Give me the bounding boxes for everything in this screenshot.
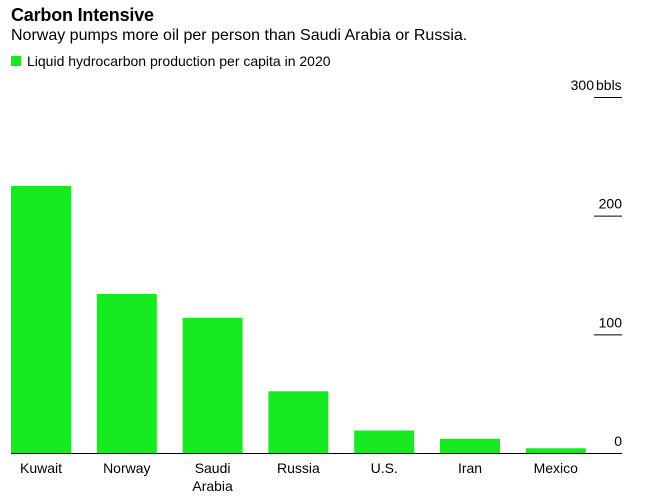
legend-swatch bbox=[11, 56, 21, 66]
legend: Liquid hydrocarbon production per capita… bbox=[11, 53, 331, 69]
chart-subtitle: Norway pumps more oil per person than Sa… bbox=[11, 27, 468, 44]
bar-kuwait bbox=[11, 186, 71, 453]
x-tick-label-saudi-arabia-line-2: Arabia bbox=[192, 478, 233, 494]
y-unit-label: bbls bbox=[596, 77, 622, 93]
y-tick-label-300: 300 bbox=[571, 77, 595, 93]
y-tick-label-0: 0 bbox=[614, 433, 622, 449]
chart-title: Carbon Intensive bbox=[11, 5, 154, 25]
x-tick-label-u-s-: U.S. bbox=[371, 460, 398, 476]
x-tick-label-saudi-arabia-line-1: Saudi bbox=[195, 460, 231, 476]
x-tick-label-mexico: Mexico bbox=[534, 460, 579, 476]
x-tick-label-norway: Norway bbox=[103, 460, 150, 476]
bar-saudi-arabia bbox=[182, 317, 243, 453]
x-tick-label-iran: Iran bbox=[458, 460, 482, 476]
legend-label: Liquid hydrocarbon production per capita… bbox=[27, 53, 331, 69]
bar-u-s- bbox=[354, 430, 415, 453]
bar-russia bbox=[268, 391, 329, 453]
bar-norway bbox=[96, 293, 157, 453]
y-tick-label-200: 200 bbox=[599, 196, 623, 212]
bar-iran bbox=[440, 438, 500, 453]
bar-mexico bbox=[525, 448, 586, 453]
y-tick-label-100: 100 bbox=[599, 314, 623, 330]
x-tick-label-kuwait: Kuwait bbox=[20, 460, 62, 476]
x-tick-label-russia: Russia bbox=[277, 460, 320, 476]
